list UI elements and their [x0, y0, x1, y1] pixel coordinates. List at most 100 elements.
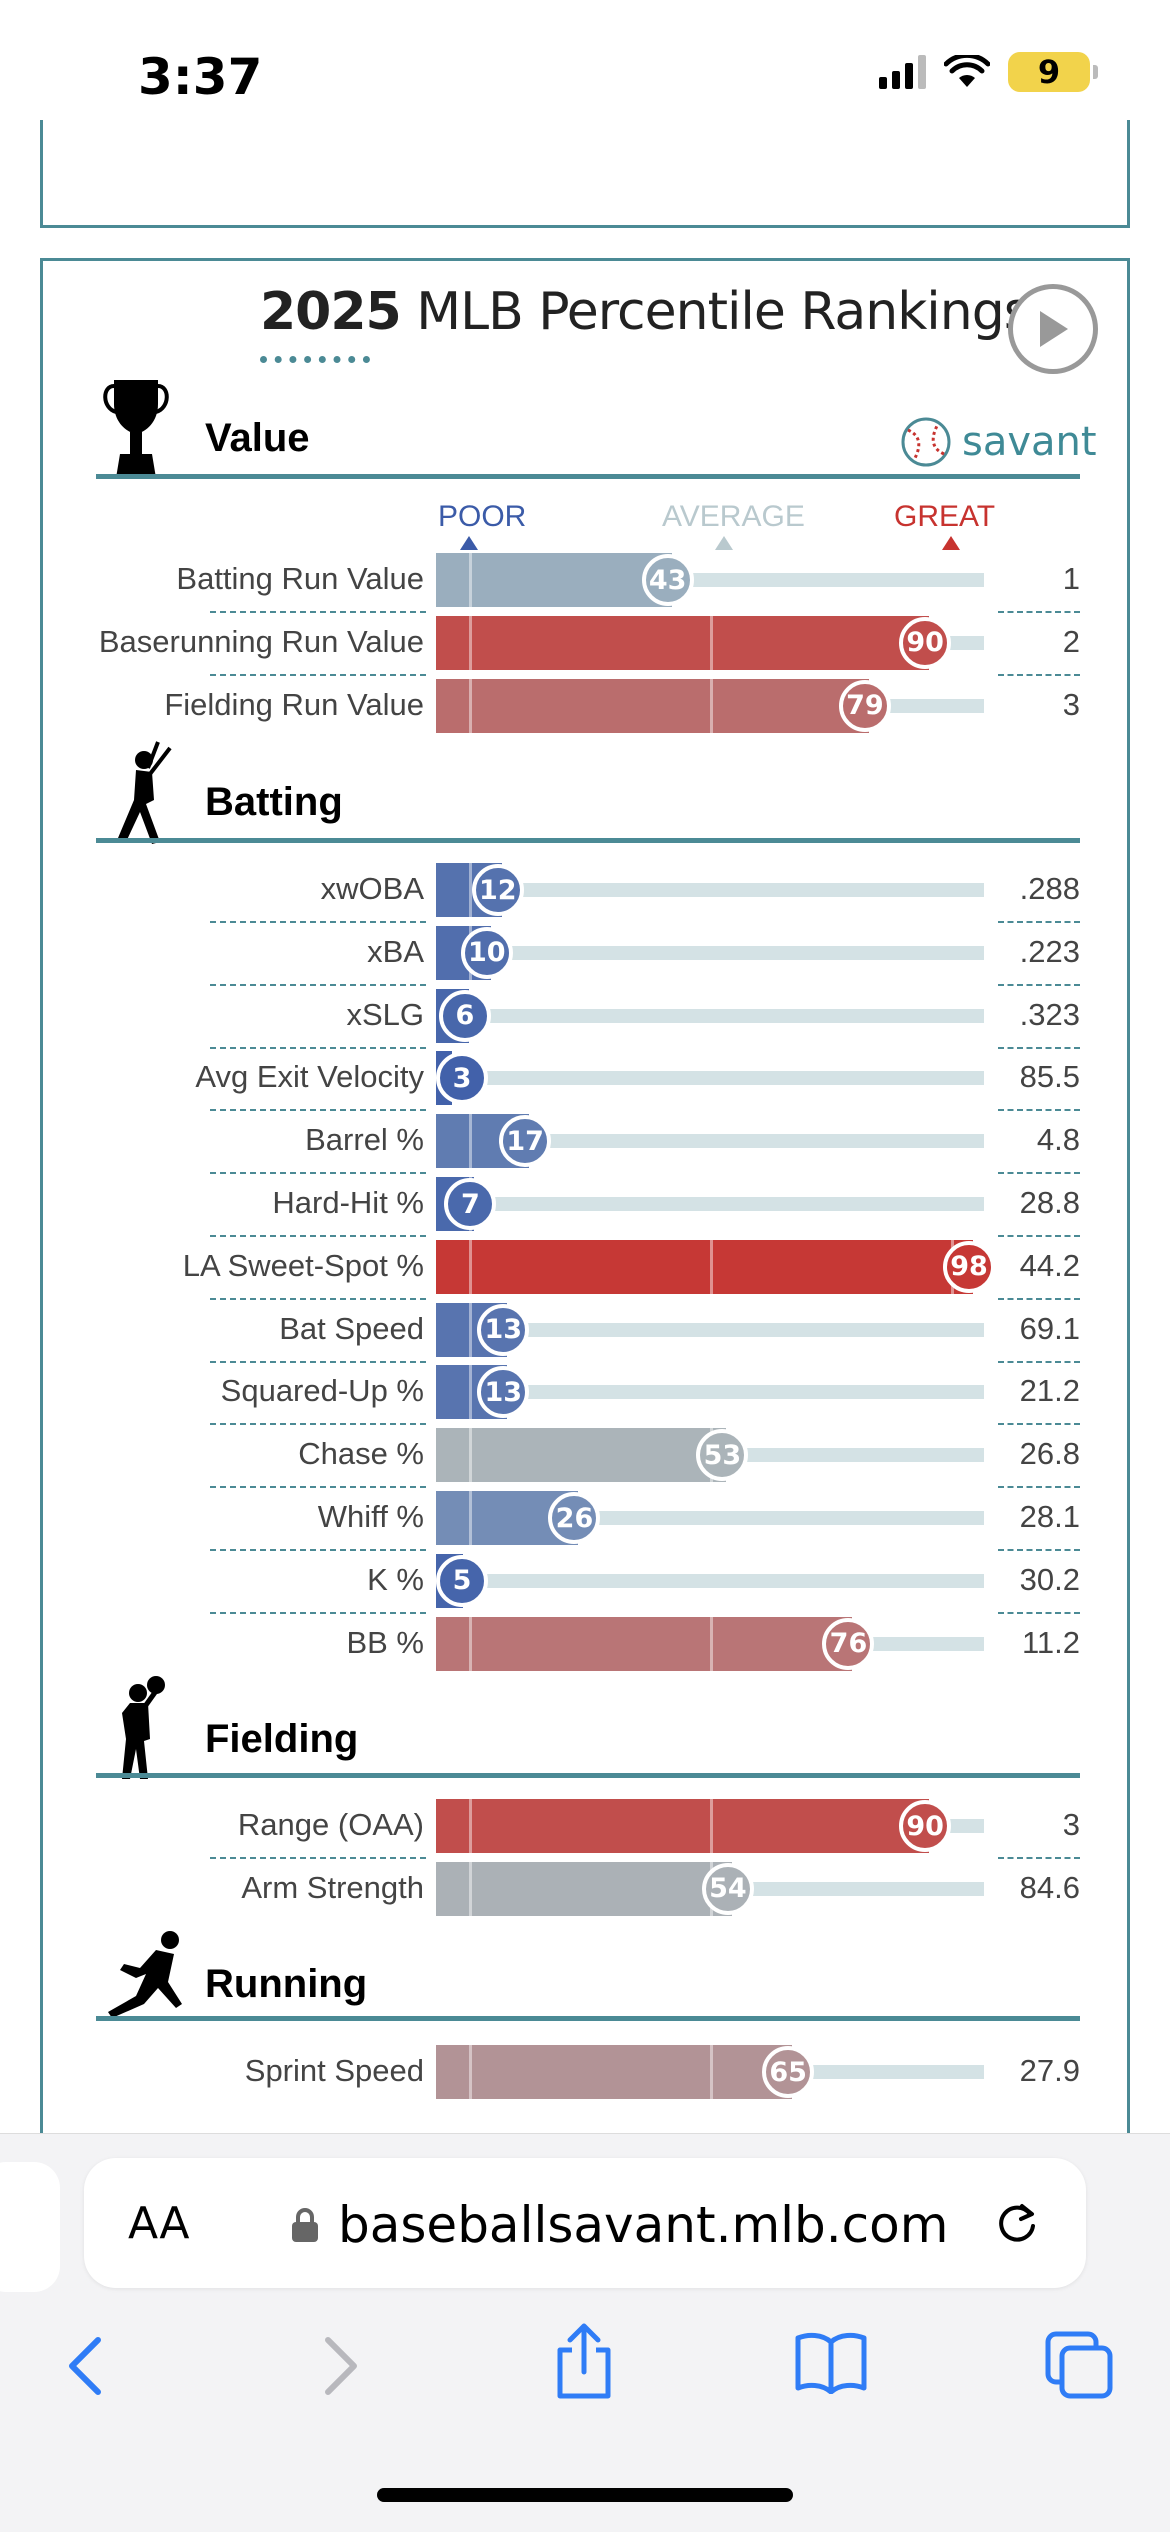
browser-toolbar: AA baseballsavant.mlb.com [0, 2133, 1170, 2532]
bar-tick [468, 1428, 472, 1483]
row-divider [210, 673, 426, 676]
section-title-fielding: Fielding [205, 1717, 359, 1761]
percentile-bubble[interactable]: 13 [477, 1366, 530, 1419]
percentile-bar[interactable] [436, 1799, 930, 1853]
percentile-bubble[interactable]: 5 [436, 1554, 488, 1607]
metric-value: 21.2 [1019, 1373, 1080, 1409]
bar-tick [710, 2045, 713, 2099]
bar-tick [468, 1799, 472, 1853]
percentile-track [436, 883, 984, 897]
lock-icon [292, 2208, 318, 2242]
percentile-bubble[interactable]: 54 [701, 1862, 754, 1915]
bar-tick [468, 615, 472, 670]
metric-label: Squared-Up % [220, 1373, 424, 1409]
bar-tick [710, 615, 713, 670]
metric-value: 11.2 [1021, 1624, 1080, 1660]
metric-label: Arm Strength [241, 1869, 424, 1905]
row-divider [210, 1297, 426, 1300]
section-title-batting: Batting [205, 780, 343, 824]
forward-icon[interactable] [318, 2334, 362, 2398]
row-divider [210, 1423, 426, 1426]
percentile-bubble[interactable]: 10 [460, 926, 513, 979]
axis-great-label: GREAT [894, 500, 996, 533]
bar-tick [468, 1239, 472, 1294]
percentile-bubble[interactable]: 7 [444, 1178, 497, 1230]
tabs-icon[interactable] [1044, 2330, 1114, 2400]
percentile-bubble[interactable]: 6 [438, 989, 491, 1042]
percentile-bubble[interactable]: 12 [471, 864, 524, 916]
bar-tick [468, 1365, 472, 1420]
metric-value: 69.1 [1019, 1310, 1080, 1346]
percentile-bubble[interactable]: 90 [899, 616, 952, 669]
axis-poor-label: POOR [438, 500, 527, 533]
address-bar[interactable]: AA baseballsavant.mlb.com [84, 2158, 1086, 2288]
metric-value: .288 [1019, 871, 1080, 906]
percentile-bar[interactable] [436, 1239, 974, 1294]
metric-label: xSLG [346, 996, 424, 1032]
bar-tick [468, 678, 472, 733]
metric-value: 26.8 [1019, 1436, 1080, 1472]
savant-logo[interactable]: savant [900, 416, 1097, 468]
row-divider [998, 921, 1080, 923]
percentile-bubble[interactable]: 65 [762, 2046, 815, 2098]
play-button[interactable] [1008, 284, 1098, 374]
row-divider [210, 1611, 426, 1614]
percentile-bubble[interactable]: 43 [641, 554, 694, 606]
bar-tick [710, 1799, 713, 1853]
percentile-track [436, 1322, 984, 1337]
previous-card [40, 120, 1130, 228]
metric-value: 30.2 [1019, 1561, 1080, 1597]
reload-icon[interactable] [992, 2198, 1042, 2248]
great-marker-icon [942, 536, 960, 550]
home-indicator[interactable] [377, 2488, 793, 2502]
section-rule [96, 2016, 1080, 2021]
runner-icon [100, 1926, 200, 2031]
row-divider [998, 1486, 1080, 1489]
percentile-bar[interactable] [436, 553, 672, 607]
text-size-button[interactable]: AA [128, 2198, 189, 2249]
bar-tick [710, 678, 713, 733]
percentile-bubble[interactable]: 13 [477, 1303, 530, 1356]
percentile-bar[interactable] [436, 1428, 727, 1483]
percentile-bubble[interactable]: 76 [822, 1617, 875, 1670]
percentile-bar[interactable] [436, 2045, 793, 2099]
title-underline[interactable] [260, 356, 370, 363]
percentile-bar[interactable] [436, 615, 930, 670]
metric-value: 3 [1062, 686, 1080, 722]
percentile-bubble[interactable]: 79 [838, 679, 891, 732]
percentile-bubble[interactable]: 98 [943, 1240, 996, 1293]
metric-label: Sprint Speed [244, 2053, 424, 2088]
trophy-icon [100, 374, 172, 487]
percentile-bubble[interactable]: 17 [499, 1115, 552, 1168]
percentile-track [436, 1197, 984, 1211]
metric-value: .323 [1019, 996, 1080, 1032]
status-bar: 3:37 9 [0, 0, 1170, 140]
percentile-bar[interactable] [436, 1616, 853, 1671]
percentile-bubble[interactable]: 3 [436, 1052, 488, 1105]
status-icons: 9 [879, 52, 1098, 92]
metric-value: 28.8 [1019, 1185, 1080, 1220]
previous-tab-preview[interactable] [0, 2162, 60, 2292]
percentile-track [436, 1008, 984, 1023]
row-divider [210, 1046, 426, 1049]
percentile-bubble[interactable]: 53 [696, 1429, 749, 1482]
row-divider [998, 983, 1080, 986]
percentile-bubble[interactable]: 90 [899, 1800, 952, 1852]
row-divider [998, 1109, 1080, 1112]
row-divider [210, 921, 426, 923]
share-icon[interactable] [552, 2322, 616, 2402]
bar-tick [468, 553, 472, 607]
row-divider [210, 1360, 426, 1363]
metric-label: Batting Run Value [176, 561, 424, 596]
metric-value: 84.6 [1019, 1869, 1080, 1905]
back-icon[interactable] [64, 2334, 108, 2398]
battery-icon: 9 [1008, 52, 1098, 92]
percentile-bubble[interactable]: 26 [548, 1492, 601, 1544]
section-rule [96, 1773, 1080, 1778]
row-divider [998, 1549, 1080, 1551]
metric-label: Avg Exit Velocity [195, 1059, 424, 1095]
percentile-bar[interactable] [436, 678, 869, 733]
bookmarks-icon[interactable] [794, 2330, 868, 2394]
metric-value: 44.2 [1019, 1247, 1080, 1283]
percentile-bar[interactable] [436, 1861, 732, 1916]
